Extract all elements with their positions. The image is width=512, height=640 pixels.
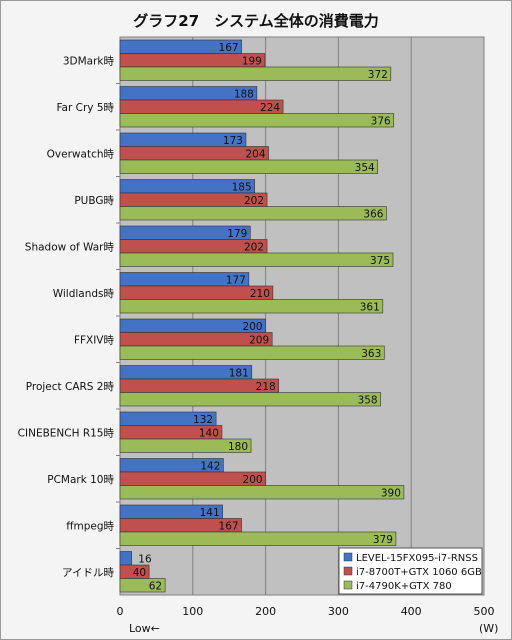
- bar-value-label: 180: [228, 441, 248, 453]
- x-axis-unit-label: (W): [479, 622, 498, 635]
- bar-value-label: 200: [243, 474, 263, 486]
- bar-value-label: 202: [244, 195, 264, 207]
- bar-value-label: 200: [243, 321, 263, 333]
- category-labels: 3DMark時 Far Cry 5時 Overwatch時 PUBG時 Shadow o…: [18, 55, 115, 579]
- legend-entry: i7-4790K+GTX 780: [356, 581, 452, 592]
- bar-value-label: 177: [226, 275, 246, 287]
- bar-value-label: 204: [245, 149, 265, 161]
- bar-value-label: 199: [242, 56, 262, 68]
- bar: [119, 485, 405, 500]
- bar: [119, 531, 397, 546]
- bar: [119, 345, 385, 360]
- category-label: PUBG時: [74, 195, 114, 207]
- x-tick-label: 500: [474, 605, 495, 618]
- bar: [119, 299, 384, 314]
- bar: [119, 438, 252, 453]
- bar: [119, 66, 392, 81]
- legend-swatch: [343, 580, 353, 590]
- x-tick-label: 400: [401, 605, 422, 618]
- bar-value-label: 224: [260, 102, 280, 114]
- bar-value-label: 141: [200, 507, 220, 519]
- bar-value-label: 209: [249, 335, 269, 347]
- category-label: 3DMark時: [63, 55, 115, 67]
- bar-value-label: 363: [361, 348, 381, 360]
- bar: [119, 578, 166, 593]
- bar-value-label: 358: [358, 395, 378, 407]
- bar-value-label: 173: [223, 135, 243, 147]
- legend: LEVEL-15FX095-i7-RNSS i7-8700T+GTX 1060 6…: [338, 547, 483, 595]
- bar-value-label: 375: [370, 255, 390, 267]
- bar: [119, 551, 132, 566]
- bar-value-label: 62: [149, 581, 162, 593]
- bar-value-label: 202: [244, 242, 264, 254]
- legend-swatch: [343, 566, 353, 576]
- category-label: Project CARS 2時: [26, 381, 115, 393]
- bar-value-label: 372: [368, 69, 388, 81]
- category-label: CINEBENCH R15時: [18, 427, 115, 439]
- legend-entry: i7-8700T+GTX 1060 6GB: [356, 567, 482, 578]
- bar: [119, 99, 284, 114]
- bar-value-label: 210: [250, 288, 270, 300]
- bar-value-label: 167: [219, 521, 239, 533]
- bar: [119, 159, 379, 174]
- bar-value-label: 132: [193, 414, 213, 426]
- bar-value-label: 361: [360, 302, 380, 314]
- bar-value-label: 40: [133, 567, 146, 579]
- category-label: Overwatch時: [47, 148, 115, 160]
- category-label: Far Cry 5時: [56, 102, 114, 114]
- bar-value-label: 179: [227, 228, 247, 240]
- bar: [119, 252, 394, 267]
- bar-value-label: 140: [199, 428, 219, 440]
- bar-value-label: 181: [229, 368, 249, 380]
- bar-value-label: 142: [200, 461, 220, 473]
- bar-value-label: 376: [371, 116, 391, 128]
- x-tick-label: 0: [117, 605, 124, 618]
- x-axis-ticks: 0 100 200 300 400 500: [117, 605, 495, 618]
- bar: [119, 206, 387, 221]
- bar-value-label: 390: [381, 488, 401, 500]
- category-label: Wildlands時: [53, 288, 115, 300]
- bar-value-label: 16: [138, 554, 152, 566]
- gridlines: [116, 37, 412, 595]
- x-axis-low-label: Low←: [129, 622, 160, 635]
- bar-value-label: 185: [232, 182, 252, 194]
- bar: [119, 113, 395, 128]
- category-label: ffmpeg時: [66, 520, 114, 532]
- legend-swatch: [343, 552, 353, 562]
- category-label: FFXIV時: [74, 334, 115, 346]
- category-label: アイドル時: [62, 567, 114, 579]
- bar-value-label: 188: [234, 89, 254, 101]
- legend-box: [338, 547, 483, 595]
- category-label: PCMark 10時: [47, 474, 114, 486]
- plot-area: [119, 36, 485, 596]
- legend-entry: LEVEL-15FX095-i7-RNSS: [356, 553, 478, 564]
- bar-value-label: 218: [256, 381, 276, 393]
- bar: [119, 392, 381, 407]
- x-tick-label: 200: [255, 605, 276, 618]
- bar-value-label: 354: [355, 162, 375, 174]
- bar-value-label: 366: [363, 209, 383, 221]
- bar-value-label: 167: [219, 42, 239, 54]
- x-tick-label: 100: [182, 605, 203, 618]
- bar-group: 1671993721882243761732043541852023661792…: [119, 39, 405, 593]
- category-label: Shadow of War時: [25, 241, 115, 253]
- x-tick-label: 300: [328, 605, 349, 618]
- chart-title: グラフ27 システム全体の消費電力: [133, 12, 378, 30]
- bar-value-label: 379: [373, 534, 393, 546]
